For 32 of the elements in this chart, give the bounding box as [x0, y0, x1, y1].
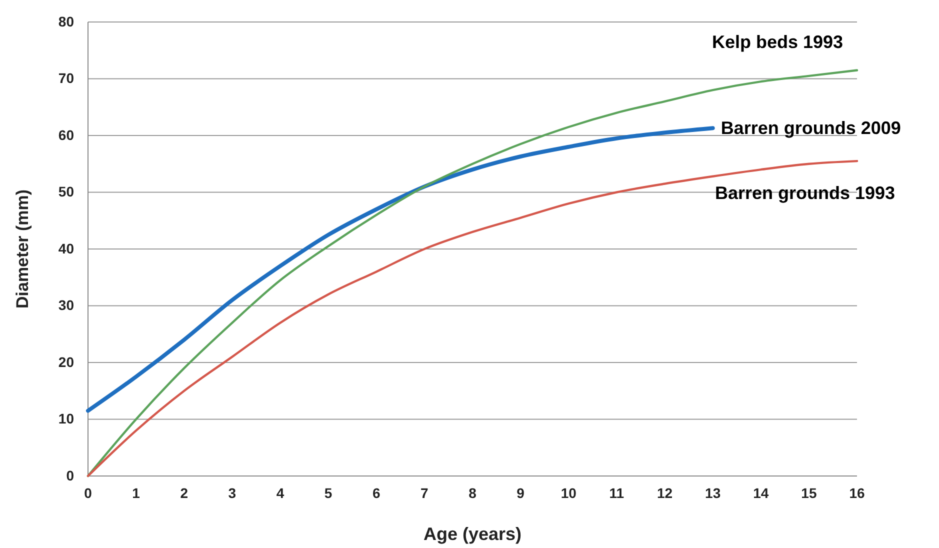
y-tick-label: 60 — [58, 126, 74, 143]
x-tick-label: 15 — [801, 484, 817, 501]
x-tick-label: 9 — [516, 484, 525, 501]
x-tick-label: 5 — [324, 484, 332, 501]
x-tick-label: 2 — [180, 484, 188, 501]
x-tick-label: 4 — [276, 484, 284, 501]
y-tick-label: 20 — [58, 354, 74, 370]
x-tick-label: 11 — [609, 484, 624, 501]
y-tick-label: 80 — [58, 13, 74, 30]
x-tick-label: 16 — [849, 484, 865, 501]
x-tick-label: 13 — [705, 484, 721, 501]
x-tick-label: 10 — [560, 484, 577, 501]
series-label: Kelp beds 1993 — [712, 32, 844, 52]
x-tick-label: 0 — [84, 484, 92, 501]
x-tick-label: 7 — [420, 484, 429, 501]
y-tick-label: 30 — [58, 297, 74, 314]
y-tick-label: 40 — [58, 240, 74, 256]
series-label: Barren grounds 2009 — [720, 118, 901, 138]
x-axis-title: Age (years) — [423, 524, 522, 544]
y-tick-label: 50 — [58, 184, 74, 200]
x-tick-label: 8 — [468, 484, 477, 501]
series-label: Barren grounds 1993 — [715, 183, 896, 204]
y-tick-label: 0 — [66, 467, 74, 484]
x-tick-label: 14 — [753, 484, 769, 501]
x-tick-label: 6 — [372, 484, 380, 501]
x-tick-label: 12 — [656, 484, 673, 501]
x-tick-label: 3 — [228, 484, 236, 501]
y-tick-label: 10 — [58, 410, 74, 427]
y-axis-title: Diameter (mm) — [13, 189, 32, 309]
line-series — [86, 126, 715, 413]
y-tick-label: 70 — [58, 70, 74, 86]
x-tick-label: 1 — [132, 484, 140, 501]
